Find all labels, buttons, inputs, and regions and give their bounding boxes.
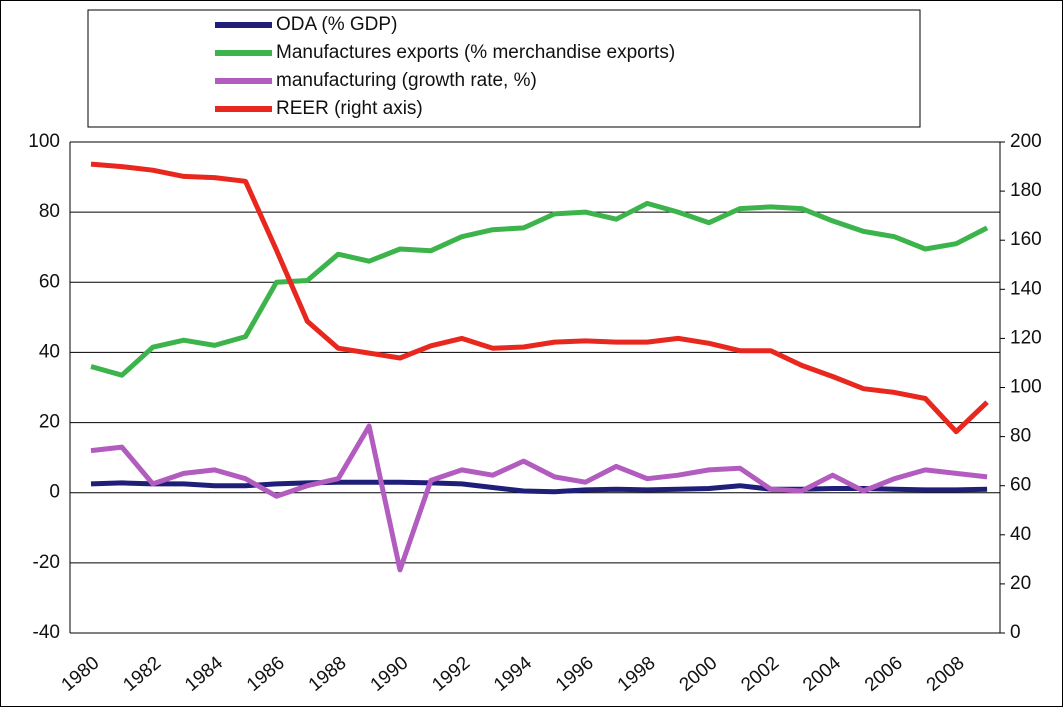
legend-label: Manufactures exports (% merchandise expo… [276, 42, 675, 63]
y-tick-label: 60 [39, 271, 60, 292]
y-tick-label: 20 [39, 412, 60, 433]
y2-tick-label: 200 [1010, 131, 1042, 152]
y2-tick-label: 20 [1010, 573, 1031, 594]
y2-tick-label: 160 [1010, 229, 1042, 250]
series-line [90, 423, 988, 573]
series-line [90, 200, 989, 378]
y-tick-label: 100 [28, 131, 60, 152]
y-tick-label: 40 [39, 341, 60, 362]
legend [87, 9, 921, 128]
y2-tick-label: 140 [1010, 278, 1042, 299]
legend-label: ODA (% GDP) [276, 14, 397, 35]
y2-tick-label: 80 [1010, 426, 1031, 447]
series-line [90, 479, 988, 495]
y2-tick-label: 180 [1010, 180, 1042, 201]
y2-tick-label: 0 [1010, 622, 1021, 643]
y-tick-label: -20 [33, 552, 60, 573]
y2-tick-label: 100 [1010, 377, 1042, 398]
y-tick-label: -40 [33, 622, 60, 643]
y2-tick-label: 60 [1010, 475, 1031, 496]
series-line [90, 161, 989, 435]
y2-tick-label: 40 [1010, 524, 1031, 545]
legend-label: manufacturing (growth rate, %) [276, 70, 537, 91]
y-tick-label: 0 [49, 482, 60, 503]
y-tick-label: 80 [39, 201, 60, 222]
legend-label: REER (right axis) [276, 98, 423, 119]
y2-tick-label: 120 [1010, 327, 1042, 348]
